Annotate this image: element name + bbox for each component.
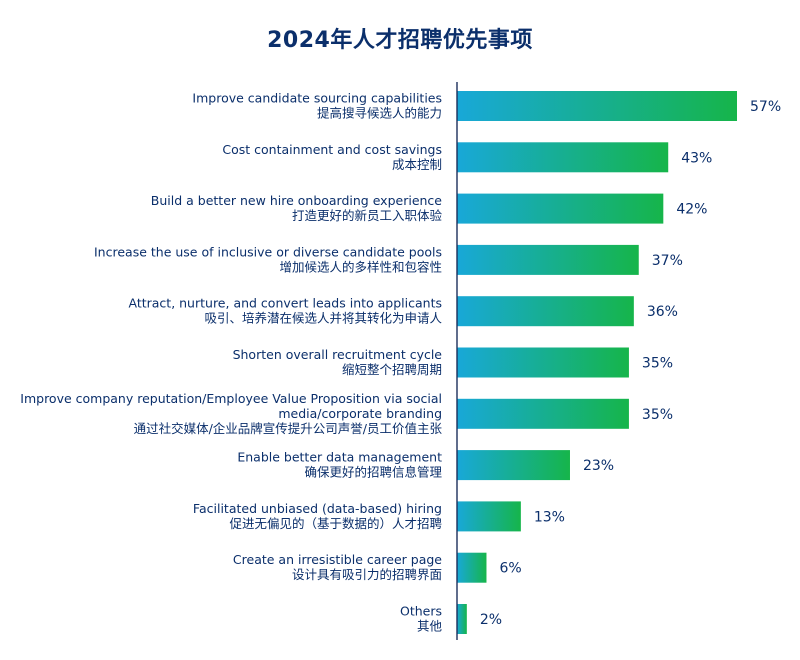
bar	[457, 347, 629, 378]
value-label: 6%	[499, 561, 521, 577]
category-label-line: 促进无偏见的（基于数据的）人才招聘	[229, 516, 442, 531]
chart-title: 2024年人才招聘优先事项	[267, 28, 533, 53]
bar	[457, 398, 629, 429]
bar	[457, 501, 521, 532]
category-label-line: Facilitated unbiased (data-based) hiring	[193, 501, 442, 516]
category-label-line: 提高搜寻候选人的能力	[317, 106, 442, 121]
category-label-line: Increase the use of inclusive or diverse…	[94, 244, 442, 259]
category-label: Attract, nurture, and convert leads into…	[128, 296, 442, 326]
category-label-line: Others	[400, 604, 442, 619]
category-label-line: 通过社交媒体/企业品牌宣传提升公司声誉/员工价值主张	[134, 421, 443, 436]
bar	[457, 91, 737, 121]
category-label-line: 设计具有吸引力的招聘界面	[292, 567, 442, 582]
category-label-line: 吸引、培养潜在候选人并将其转化为申请人	[204, 311, 442, 326]
bar	[457, 450, 570, 481]
bar	[457, 244, 639, 275]
category-label-line: Build a better new hire onboarding exper…	[151, 193, 443, 208]
category-label: Increase the use of inclusive or diverse…	[94, 244, 442, 274]
category-label-line: 成本控制	[392, 157, 442, 172]
category-label-line: 其他	[417, 619, 443, 634]
value-label: 42%	[676, 202, 707, 218]
value-label: 43%	[681, 150, 712, 166]
category-label-line: media/corporate branding	[278, 406, 442, 421]
category-label-line: Attract, nurture, and convert leads into…	[128, 296, 442, 311]
category-label-line: 缩短整个招聘周期	[342, 362, 442, 377]
category-label-line: Improve company reputation/Employee Valu…	[20, 391, 442, 406]
category-label: Facilitated unbiased (data-based) hiring…	[193, 501, 442, 531]
bar	[457, 552, 487, 583]
category-label-line: 增加候选人的多样性和包容性	[279, 259, 442, 274]
category-label-line: Improve candidate sourcing capabilities	[192, 91, 442, 106]
category-label-line: Create an irresistible career page	[233, 552, 442, 567]
value-label: 37%	[652, 253, 683, 269]
category-label: Build a better new hire onboarding exper…	[151, 193, 443, 223]
category-label-line: 确保更好的招聘信息管理	[304, 465, 442, 480]
category-label: Create an irresistible career page设计具有吸引…	[233, 552, 442, 582]
category-label-line: Shorten overall recruitment cycle	[233, 347, 443, 362]
category-label-line: Enable better data management	[237, 450, 442, 465]
bar	[457, 193, 664, 224]
value-label: 36%	[647, 304, 678, 320]
bar	[457, 604, 467, 634]
category-label-line: Cost containment and cost savings	[222, 142, 442, 157]
value-label: 23%	[583, 458, 614, 474]
value-label: 35%	[642, 356, 673, 372]
category-label: Improve company reputation/Employee Valu…	[20, 391, 442, 436]
bar	[457, 296, 634, 327]
category-label-line: 打造更好的新员工入职体验	[292, 208, 443, 223]
category-label: Shorten overall recruitment cycle缩短整个招聘周…	[233, 347, 443, 377]
value-label: 35%	[642, 407, 673, 423]
value-label: 57%	[750, 99, 781, 115]
bar	[457, 142, 669, 173]
value-label: 13%	[534, 509, 565, 525]
category-label: Improve candidate sourcing capabilities提…	[192, 91, 442, 121]
value-label: 2%	[480, 612, 502, 628]
